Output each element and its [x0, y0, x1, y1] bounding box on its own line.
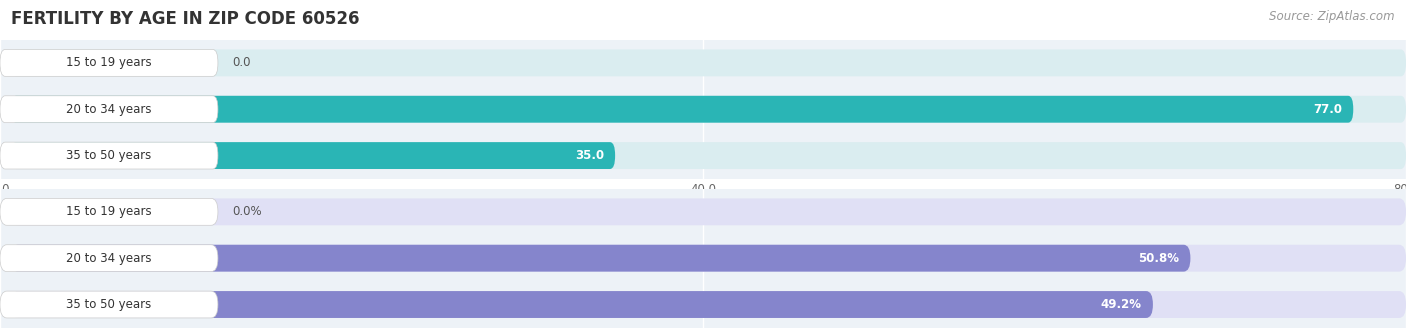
Text: 77.0: 77.0 [1313, 103, 1343, 116]
FancyBboxPatch shape [11, 142, 616, 169]
FancyBboxPatch shape [0, 291, 218, 318]
FancyBboxPatch shape [11, 96, 1406, 123]
Text: 35 to 50 years: 35 to 50 years [66, 298, 152, 311]
Text: 50.8%: 50.8% [1139, 252, 1180, 265]
FancyBboxPatch shape [11, 291, 1406, 318]
FancyBboxPatch shape [0, 198, 218, 225]
FancyBboxPatch shape [11, 198, 1406, 225]
FancyBboxPatch shape [0, 245, 218, 272]
Text: 20 to 34 years: 20 to 34 years [66, 103, 152, 116]
Text: FERTILITY BY AGE IN ZIP CODE 60526: FERTILITY BY AGE IN ZIP CODE 60526 [11, 10, 360, 28]
FancyBboxPatch shape [0, 49, 218, 76]
Text: 0.0%: 0.0% [232, 205, 262, 218]
Text: 15 to 19 years: 15 to 19 years [66, 56, 152, 70]
FancyBboxPatch shape [11, 142, 1406, 169]
Text: Source: ZipAtlas.com: Source: ZipAtlas.com [1270, 10, 1395, 23]
FancyBboxPatch shape [11, 49, 1406, 76]
Text: 15 to 19 years: 15 to 19 years [66, 205, 152, 218]
FancyBboxPatch shape [0, 142, 218, 169]
FancyBboxPatch shape [0, 96, 218, 123]
Text: 35 to 50 years: 35 to 50 years [66, 149, 152, 162]
FancyBboxPatch shape [11, 291, 1153, 318]
FancyBboxPatch shape [11, 245, 1406, 272]
Text: 35.0: 35.0 [575, 149, 605, 162]
Text: 0.0: 0.0 [232, 56, 250, 70]
FancyBboxPatch shape [11, 96, 1353, 123]
FancyBboxPatch shape [11, 245, 1191, 272]
Text: 20 to 34 years: 20 to 34 years [66, 252, 152, 265]
Text: 49.2%: 49.2% [1101, 298, 1142, 311]
